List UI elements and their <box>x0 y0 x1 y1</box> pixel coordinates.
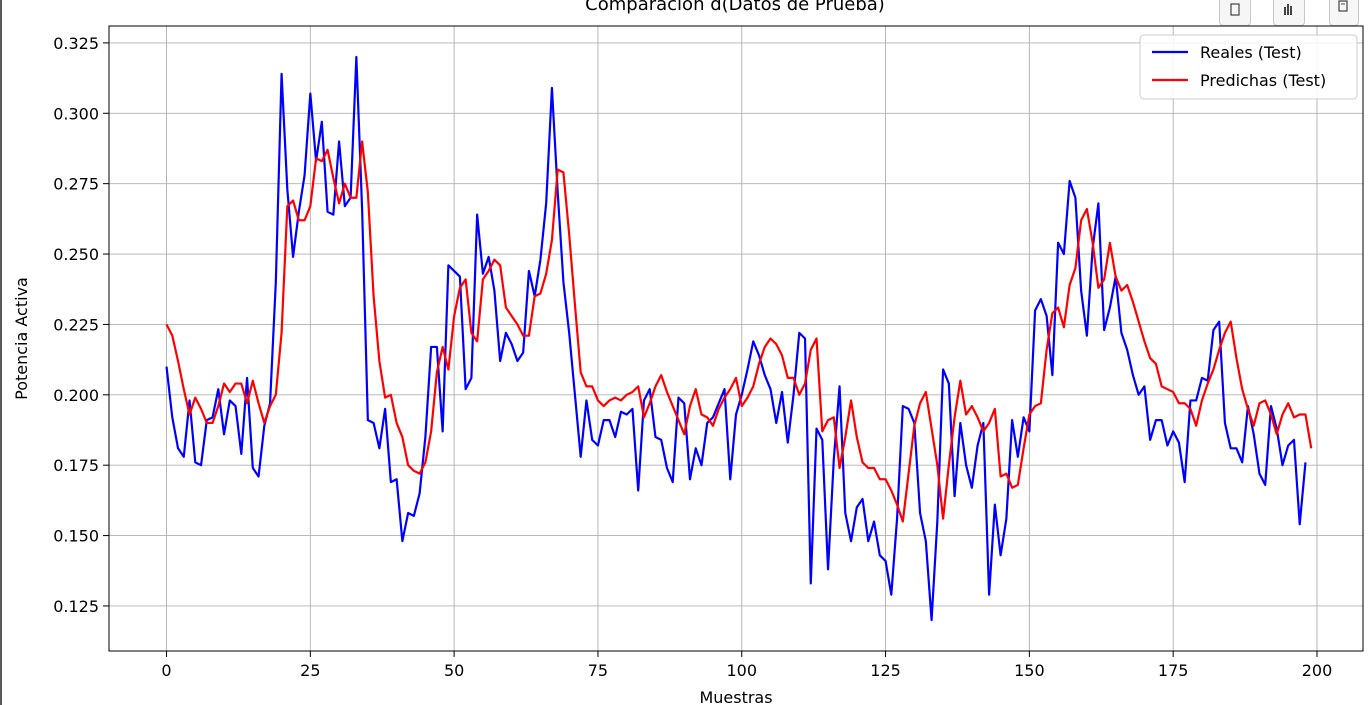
y-tick-label: 0.300 <box>53 104 99 123</box>
series-group <box>165 55 1313 622</box>
x-tick-label: 0 <box>161 661 171 680</box>
y-tick-label: 0.275 <box>53 175 99 194</box>
y-tick-label: 0.150 <box>53 527 99 546</box>
x-tick-label: 75 <box>588 661 608 680</box>
x-tick-label: 100 <box>726 661 757 680</box>
y-tick-label: 0.250 <box>53 245 99 264</box>
legend-label: Predichas (Test) <box>1200 71 1326 90</box>
expand-icon <box>1338 0 1348 12</box>
x-tick-label: 25 <box>300 661 320 680</box>
x-tick-label: 150 <box>1014 661 1045 680</box>
legend-box <box>1139 34 1358 100</box>
y-tick-label: 0.175 <box>53 456 99 475</box>
y-tick-label: 0.200 <box>53 386 99 405</box>
legend: Reales (Test) Predichas (Test) <box>1139 34 1358 100</box>
y-tick-label: 0.125 <box>53 597 99 616</box>
grid <box>109 26 1363 651</box>
x-axis-label: Muestras <box>699 688 772 705</box>
y-tick-label: 0.225 <box>53 315 99 334</box>
window-frame-left <box>0 0 2 705</box>
axes-frame <box>108 25 1364 652</box>
legend-label: Reales (Test) <box>1200 43 1302 62</box>
x-tick-label: 125 <box>870 661 901 680</box>
x-tick-label: 200 <box>1302 661 1333 680</box>
expand-button[interactable] <box>1329 0 1359 26</box>
chart-icon <box>1284 4 1292 15</box>
x-tick-label: 175 <box>1158 661 1189 680</box>
ticks: 0 25 50 75 100 125 150 175 200 0.125 0.150 0.175 0.2… <box>53 34 1332 680</box>
y-tick-label: 0.325 <box>53 34 99 53</box>
y-axis-label: Potencia Activa <box>12 277 31 400</box>
series-line-predichas <box>165 140 1313 523</box>
chart-button[interactable] <box>1273 0 1305 26</box>
copy-icon <box>1230 3 1240 16</box>
chart-title: Comparación d(Datos de Prueba) <box>585 0 885 15</box>
x-tick-label: 50 <box>444 661 464 680</box>
